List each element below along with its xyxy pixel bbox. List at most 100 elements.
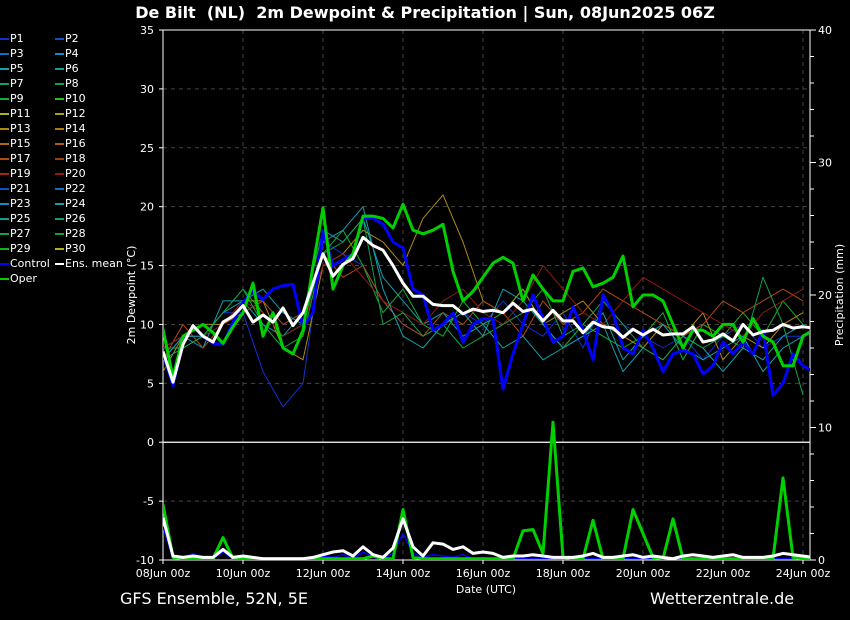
legend-swatch: [55, 98, 64, 100]
legend-swatch: [0, 83, 9, 85]
legend-entry: P8: [55, 77, 79, 91]
y-tick-label: 35: [140, 24, 154, 37]
legend-entry: P19: [0, 167, 31, 181]
legend-entry: P22: [55, 182, 86, 196]
legend-label: P28: [65, 227, 86, 240]
legend-entry: Control: [0, 257, 50, 271]
y-tick-label: 25: [140, 142, 154, 155]
legend-swatch: [0, 248, 9, 250]
legend-swatch: [55, 263, 64, 265]
legend-swatch: [55, 38, 64, 40]
legend-swatch: [55, 173, 64, 175]
legend-label: P20: [65, 167, 86, 180]
legend-entry: P6: [55, 62, 79, 76]
legend-entry: P28: [55, 227, 86, 241]
legend-label: P19: [10, 167, 31, 180]
legend-label: P13: [10, 122, 31, 135]
legend-swatch: [0, 128, 9, 130]
legend-label: Ens. mean: [65, 257, 123, 270]
model-info: GFS Ensemble, 52N, 5E: [120, 589, 308, 608]
legend-entry: P16: [55, 137, 86, 151]
x-tick-label: 10Jun 00z: [216, 567, 271, 580]
legend-label: P26: [65, 212, 86, 225]
legend-entry: P12: [55, 107, 86, 121]
legend-entry: P17: [0, 152, 31, 166]
legend-swatch: [0, 173, 9, 175]
legend-entry: P7: [0, 77, 24, 91]
legend-label: P11: [10, 107, 31, 120]
legend-swatch: [0, 53, 9, 55]
legend-entry: Oper: [0, 272, 37, 286]
legend-swatch: [0, 188, 9, 190]
member-dewpoint-line: [163, 217, 804, 396]
y-tick-label: 5: [147, 377, 154, 390]
legend-swatch: [55, 203, 64, 205]
y2-tick-label: 40: [818, 24, 832, 37]
legend-label: P21: [10, 182, 31, 195]
legend-label: P9: [10, 92, 24, 105]
legend-label: Oper: [10, 272, 37, 285]
legend-label: P15: [10, 137, 31, 150]
x-tick-label: 16Jun 00z: [456, 567, 511, 580]
legend-entry: P1: [0, 32, 24, 46]
y-tick-label: 20: [140, 201, 154, 214]
legend-label: P29: [10, 242, 31, 255]
dewpoint-line-control: [163, 216, 810, 397]
legend-entry: P27: [0, 227, 31, 241]
legend-label: P1: [10, 32, 24, 45]
legend-swatch: [0, 38, 9, 40]
chart-title: De Bilt (NL) 2m Dewpoint & Precipitation…: [135, 3, 715, 22]
legend-swatch: [0, 203, 9, 205]
y2-tick-label: 20: [818, 289, 832, 302]
legend-swatch: [0, 233, 9, 235]
legend-entry: P13: [0, 122, 31, 136]
y-tick-label: -5: [143, 495, 154, 508]
legend-label: P7: [10, 77, 24, 90]
source-credit: Wetterzentrale.de: [650, 589, 795, 608]
legend-label: P10: [65, 92, 86, 105]
legend-swatch: [55, 233, 64, 235]
legend-entry: P26: [55, 212, 86, 226]
legend-entry: P25: [0, 212, 31, 226]
legend-entry: P21: [0, 182, 31, 196]
legend-entry: P24: [55, 197, 86, 211]
y-tick-label: -10: [136, 554, 154, 567]
y2-tick-label: 10: [818, 422, 832, 435]
y2-tick-label: 30: [818, 157, 832, 170]
legend-label: P16: [65, 137, 86, 150]
legend-swatch: [55, 248, 64, 250]
legend-swatch: [55, 113, 64, 115]
legend-label: P14: [65, 122, 86, 135]
legend-swatch: [55, 143, 64, 145]
legend-swatch: [0, 68, 9, 70]
x-tick-label: 14Jun 00z: [376, 567, 431, 580]
legend-entry: P23: [0, 197, 31, 211]
x-tick-label: 08Jun 00z: [136, 567, 191, 580]
dewpoint-line-ens-mean: [163, 235, 810, 384]
legend-swatch: [0, 263, 9, 265]
legend-swatch: [55, 188, 64, 190]
x-tick-label: 20Jun 00z: [616, 567, 671, 580]
y2-axis-label: Precipitation (mm): [833, 244, 846, 346]
legend-label: P30: [65, 242, 86, 255]
legend-swatch: [0, 218, 9, 220]
legend-entry: P10: [55, 92, 86, 106]
legend-swatch: [55, 83, 64, 85]
legend-label: P3: [10, 47, 24, 60]
legend-label: Control: [10, 257, 50, 270]
legend-entry: Ens. mean: [55, 257, 123, 271]
legend-swatch: [0, 158, 9, 160]
legend-label: P17: [10, 152, 31, 165]
legend-entry: P30: [55, 242, 86, 256]
legend-swatch: [55, 218, 64, 220]
legend-label: P25: [10, 212, 31, 225]
legend-label: P23: [10, 197, 31, 210]
legend-entry: P11: [0, 107, 31, 121]
legend-swatch: [0, 143, 9, 145]
legend-swatch: [0, 113, 9, 115]
legend-swatch: [0, 98, 9, 100]
y-tick-label: 0: [147, 436, 154, 449]
x-tick-label: 12Jun 00z: [296, 567, 351, 580]
plot-area: [163, 194, 810, 560]
